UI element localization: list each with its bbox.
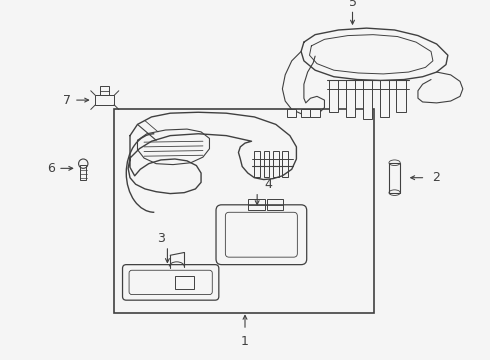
Bar [363, 80, 372, 119]
Text: 3: 3 [157, 232, 165, 245]
Bar [267, 199, 283, 210]
Text: 7: 7 [63, 94, 72, 107]
Text: 5: 5 [348, 0, 357, 9]
Text: 1: 1 [241, 335, 249, 348]
Bar [80, 165, 86, 180]
Text: 2: 2 [432, 171, 440, 184]
Bar [96, 95, 114, 105]
FancyBboxPatch shape [122, 265, 219, 300]
Bar [329, 80, 339, 112]
Bar [346, 80, 355, 117]
Bar [248, 199, 265, 210]
Text: 4: 4 [265, 178, 272, 191]
Bar [114, 109, 374, 313]
Bar [175, 276, 194, 289]
Bar [100, 86, 109, 95]
Bar [396, 80, 406, 112]
Bar [264, 150, 270, 177]
Bar [301, 109, 311, 117]
Bar [287, 109, 296, 117]
FancyBboxPatch shape [216, 205, 307, 265]
Bar [389, 163, 400, 193]
Bar [282, 150, 288, 177]
Bar [273, 150, 279, 177]
Bar [311, 109, 320, 117]
Bar [380, 80, 389, 117]
Text: 6: 6 [48, 162, 55, 175]
Bar [254, 150, 260, 177]
